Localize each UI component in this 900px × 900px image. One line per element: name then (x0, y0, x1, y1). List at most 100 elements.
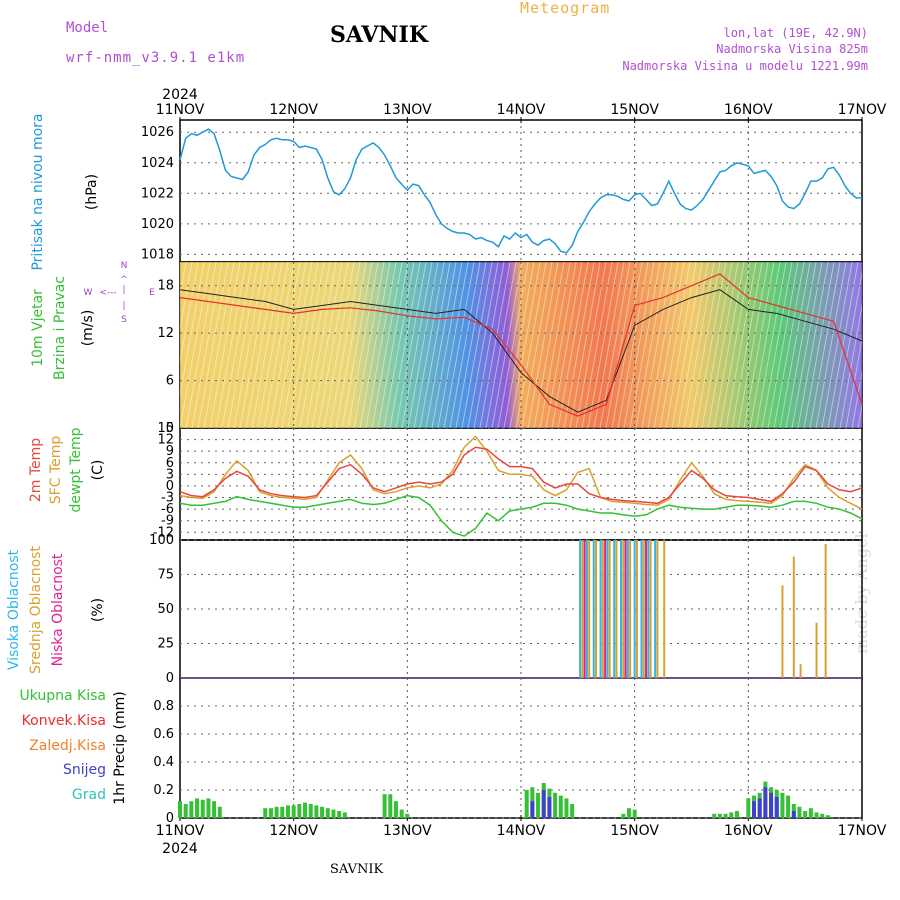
precip-bar-total (825, 815, 830, 818)
dewpoint-line (179, 494, 863, 537)
wind-barb-line (725, 262, 757, 428)
cloud-bar-high (579, 540, 582, 678)
wind-compass-label: W (84, 288, 93, 298)
precip-bar-total (780, 792, 785, 818)
wind-barb-line (575, 262, 607, 428)
cloud-bar-mid (815, 622, 818, 678)
wind-barb-line (491, 262, 523, 428)
cloud-bar-mid (663, 540, 666, 678)
x-tick-bottom: 12NOV (269, 823, 318, 839)
wind-barb-line (497, 262, 529, 428)
y-tick-precip: 0.8 (153, 699, 174, 714)
location-coords: lon,lat (19E, 42.9N) (723, 26, 869, 40)
precip-bar-total (786, 795, 791, 818)
cloud-bar-mid (635, 540, 638, 678)
cloud-bar-mid (629, 540, 632, 678)
wind-barb-line (287, 262, 319, 428)
wind-barb-line (425, 262, 457, 428)
precip-legend-label: Ukupna Kisa (19, 688, 106, 704)
wind-barb-line (605, 262, 637, 428)
wind-barb-line (126, 262, 156, 428)
meteogram-title: Meteogram (520, 0, 611, 17)
wind-barb-line (563, 262, 595, 428)
wind-barb-line (347, 262, 379, 428)
precip-bar-total (303, 802, 308, 818)
wind-barb-line (587, 262, 619, 428)
cloud-bar-high (585, 540, 588, 678)
precip-bar-snow (763, 787, 768, 818)
precip-bar-total (553, 792, 558, 818)
model-elevation: Nadmorska Visina u modelu 1221.99m (622, 59, 868, 73)
wind-label-1: 10m Vjetar (30, 289, 46, 367)
y-tick-temperature: 0 (166, 479, 174, 494)
precip-bar-total (803, 811, 808, 818)
precip-bar-total (712, 813, 717, 818)
cloud-label-mid: Srednja Oblacnost (28, 546, 44, 674)
wind-barb-line (864, 262, 894, 428)
wind-barb-line (833, 270, 862, 428)
wind-barb-line (653, 262, 685, 428)
y-tick-temperature: 6 (166, 456, 174, 471)
wind-barb-line (689, 262, 721, 428)
precip-bar-total (285, 805, 290, 818)
precip-bar-total (325, 808, 330, 818)
wind-barb-line (114, 262, 144, 428)
precip-bar-snow (752, 801, 757, 818)
wind-barb-line (623, 262, 655, 428)
wind-barb-line (785, 262, 817, 428)
wind-barb-line (359, 262, 391, 428)
cloud-bar-mid (781, 585, 784, 678)
precip-unit: 1hr Precip (mm) (112, 691, 128, 804)
wind-barb-line (0, 262, 6, 428)
precip-bar-total (320, 806, 325, 818)
wind-barb-line (737, 262, 769, 428)
cloud-bar-low (583, 540, 586, 678)
wind-barb-line (275, 262, 307, 428)
wind-barb-line (894, 262, 900, 428)
wind-barb-line (479, 262, 511, 428)
precip-bar-total (632, 809, 637, 818)
page-title: SAVNIK (330, 22, 428, 48)
precip-bar-snow (757, 798, 762, 818)
y-tick-temperature: 3 (166, 467, 174, 482)
precip-bar-snow (769, 792, 774, 818)
wind-barb-line (311, 262, 343, 428)
wind-barb-line (353, 262, 385, 428)
wind-barb-line (665, 262, 697, 428)
y-tick-cloud: 25 (157, 637, 174, 652)
temp-unit: (C) (90, 460, 106, 481)
precip-bar-total (729, 812, 734, 818)
wind-barb-line (695, 262, 727, 428)
wind-barb-line (0, 262, 12, 428)
wind-barb-line (761, 262, 793, 428)
precip-bar-total (808, 808, 813, 818)
cloud-bar-low (645, 540, 648, 678)
wind-compass-label: S (121, 315, 127, 325)
wind-barb-line (180, 262, 205, 398)
precip-bar-total (195, 798, 200, 818)
x-tick-bottom: 16NOV (724, 823, 773, 839)
y-tick-cloud: 50 (157, 602, 174, 617)
wind-barb-line (299, 262, 331, 428)
y-tick-temperature: 12 (157, 433, 174, 448)
wind-compass-label: | (122, 301, 125, 311)
precip-bar-total (183, 804, 188, 818)
wind-barb-line (749, 262, 781, 428)
wind-compass-label: N (121, 261, 128, 271)
y-tick-pressure: 1022 (141, 186, 174, 201)
wind-barb-line (185, 262, 217, 428)
wind-barb-line (461, 262, 493, 428)
precip-bar-snow (774, 797, 779, 818)
wind-barb-line (797, 262, 829, 428)
wind-barb-line (635, 262, 667, 428)
wind-unit: (m/s) (80, 310, 96, 347)
wind-barb-line (870, 262, 900, 428)
wind-barb-line (413, 262, 445, 428)
precip-bar-total (268, 808, 273, 818)
x-tick-bottom: 14NOV (497, 823, 546, 839)
wind-barb-line (449, 262, 481, 428)
cloud-label-low: Niska Oblacnost (50, 553, 66, 666)
y-tick-precip: 0.6 (153, 727, 174, 742)
wind-barb-line (659, 262, 691, 428)
pressure-label: Pritisak na nivou mora (30, 113, 46, 270)
